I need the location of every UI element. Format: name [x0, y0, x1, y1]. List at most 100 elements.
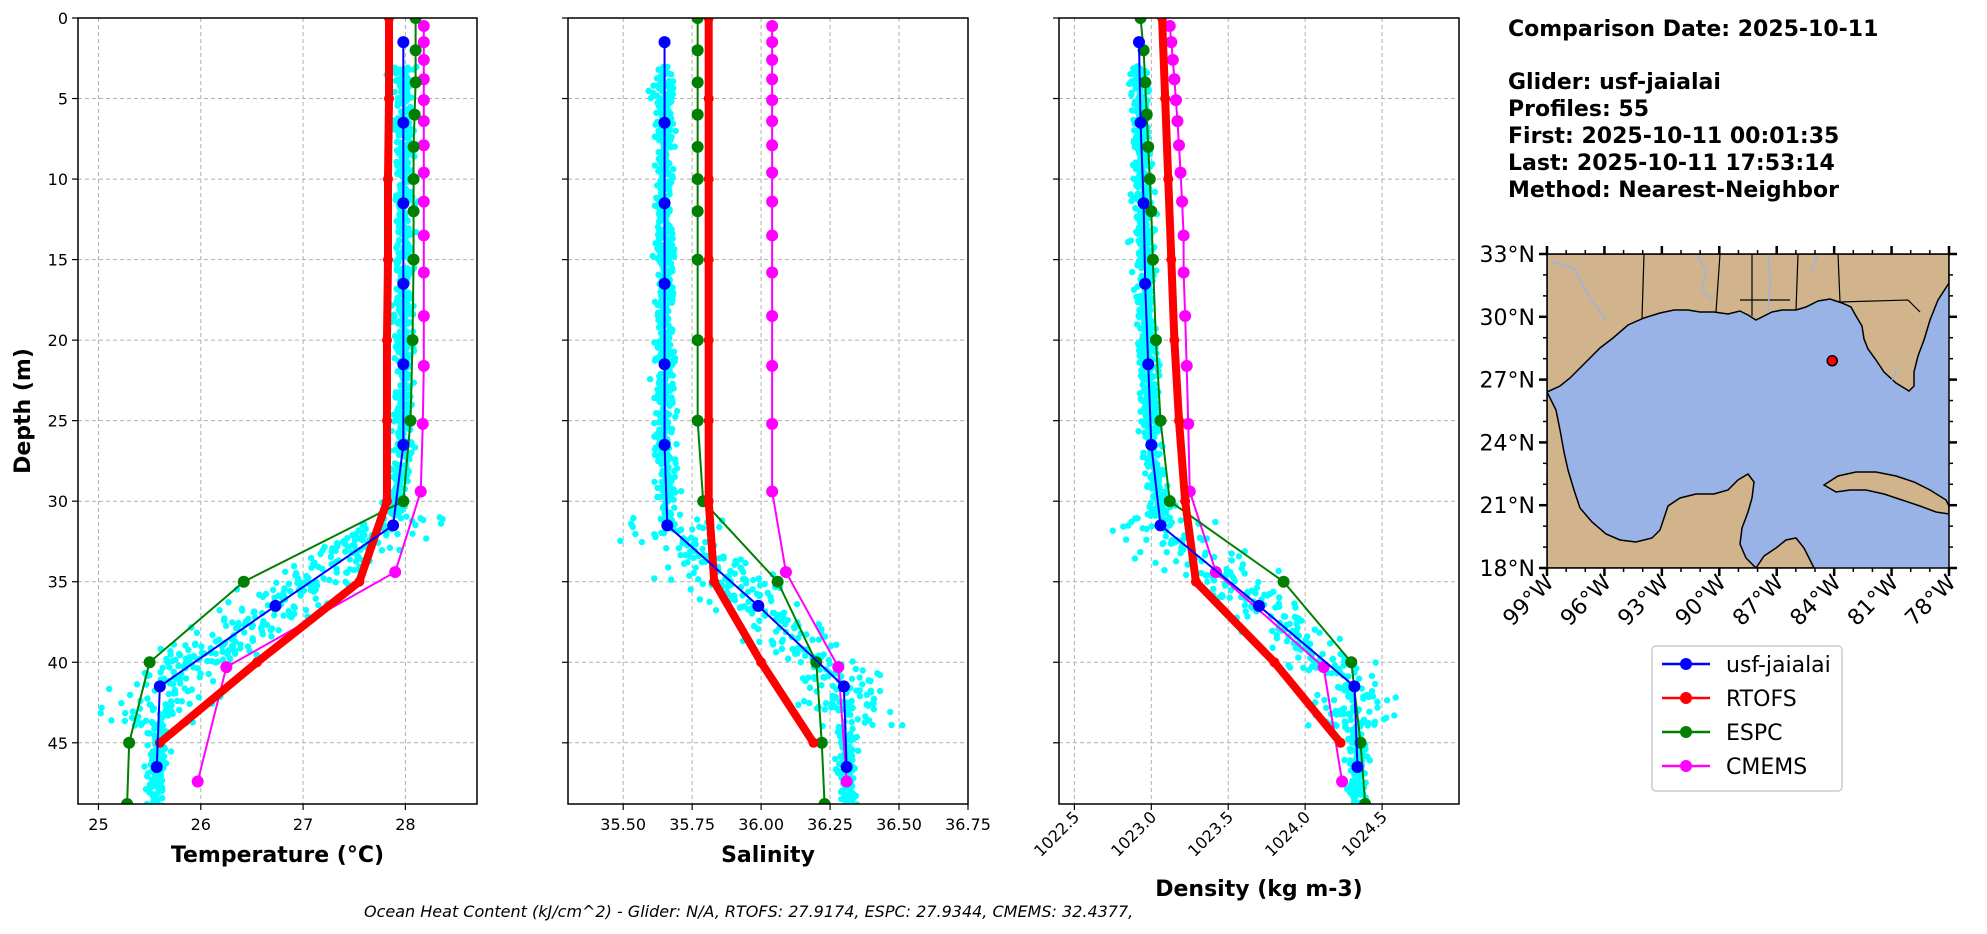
glider-obs-point	[664, 369, 672, 377]
series-cmems	[191, 20, 430, 788]
glider-obs-point	[1330, 696, 1338, 704]
series-point	[691, 108, 704, 121]
glider-obs-point	[291, 604, 298, 611]
x-tick-label: 36.00	[738, 815, 784, 834]
glider-obs-point	[1131, 555, 1139, 562]
glider-obs-point	[1364, 753, 1371, 760]
glider-obs-point	[121, 717, 129, 725]
series-point	[1160, 93, 1171, 104]
glider-obs-point	[1347, 712, 1354, 719]
series-line	[157, 18, 394, 746]
glider-obs-point	[143, 800, 150, 804]
glider-obs-point	[271, 612, 278, 619]
series-point	[406, 334, 419, 347]
glider-obs-point	[310, 560, 317, 567]
glider-obs-point	[167, 648, 174, 655]
glider-obs-point	[1182, 571, 1190, 579]
glider-obs-point	[654, 134, 661, 141]
glider-obs-point	[1133, 321, 1141, 328]
series-point	[220, 661, 233, 674]
glider-obs-point	[97, 710, 104, 717]
glider-obs-point	[869, 699, 877, 706]
glider-obs-point	[673, 440, 680, 448]
glider-obs-point	[393, 267, 401, 274]
glider-obs-point	[771, 609, 778, 617]
glider-obs-point	[126, 691, 134, 699]
series-point	[1145, 438, 1158, 451]
y-tick-label: 20	[48, 331, 68, 350]
glider-obs-point	[1239, 561, 1247, 568]
glider-obs-point	[1272, 604, 1279, 611]
glider-obs-point	[1168, 519, 1176, 526]
glider-obs-point	[815, 621, 822, 628]
glider-obs-point	[671, 358, 678, 365]
glider-obs-point	[732, 557, 739, 565]
glider-obs-point	[1374, 704, 1381, 711]
glider-obs-point	[1137, 219, 1144, 227]
glider-obs-point	[273, 579, 280, 586]
glider-obs-point	[118, 699, 125, 707]
glider-obs-point	[848, 697, 855, 705]
series-point	[409, 44, 422, 57]
glider-obs-point	[165, 690, 172, 698]
series-point	[409, 18, 422, 24]
profile-panel-2: 35.50 35.75 36.00 36.25 36.50 36.75 Salinity	[562, 17, 991, 868]
glider-obs-point	[654, 433, 661, 441]
glider-obs-point	[350, 566, 358, 574]
series-point	[840, 775, 853, 788]
series-point	[1359, 798, 1372, 804]
series-point	[1348, 680, 1361, 693]
glider-obs-point	[794, 650, 801, 657]
glider-obs-point	[784, 655, 792, 662]
legend-item: usf-jaialai	[1662, 653, 1831, 678]
series-point	[1169, 94, 1182, 107]
glider-obs-point	[745, 598, 752, 605]
glider-obs-point	[815, 636, 823, 643]
glider-obs-point	[1133, 182, 1140, 189]
glider-obs-point	[333, 565, 340, 573]
glider-obs-point	[646, 375, 654, 383]
glider-obs-point	[1134, 190, 1141, 197]
series-point	[397, 438, 410, 451]
glider-obs-point	[397, 399, 404, 406]
series-point	[269, 599, 282, 612]
glider-obs-point	[1120, 523, 1127, 530]
glider-obs-point	[1159, 504, 1167, 511]
glider-obs-point	[1295, 654, 1302, 661]
glider-obs-point	[407, 103, 414, 111]
glider-obs-point	[157, 669, 164, 676]
map-lon-label: 78°W	[1901, 570, 1962, 631]
grid	[568, 17, 969, 804]
glider-obs-point	[258, 627, 266, 635]
glider-obs-point	[1128, 197, 1135, 205]
glider-obs-point	[1133, 293, 1140, 300]
glider-obs-point	[665, 294, 672, 301]
glider-obs-point	[630, 514, 637, 522]
glider-obs-point	[1138, 300, 1146, 307]
series-point	[766, 94, 779, 107]
series-point	[703, 335, 714, 346]
glider-obs-point	[144, 695, 151, 702]
glider-obs-point	[1346, 745, 1354, 753]
glider-obs-point	[1144, 424, 1152, 431]
series-point	[397, 358, 410, 371]
glider-obs-point	[699, 545, 706, 553]
glider-obs-point	[1351, 787, 1358, 794]
glider-obs-point	[209, 677, 217, 685]
glider-obs-point	[1349, 792, 1356, 799]
glider-obs-point	[655, 101, 663, 108]
glider-obs-point	[1146, 455, 1154, 462]
glider-obs-point	[160, 675, 168, 682]
glider-obs-point	[794, 644, 802, 652]
glider-obs-point	[1300, 664, 1307, 672]
glider-obs-point	[286, 587, 294, 595]
glider-obs-point	[1139, 381, 1146, 389]
series-espc	[1134, 18, 1372, 804]
glider-obs-point	[176, 651, 184, 659]
series-espc	[691, 18, 831, 804]
glider-obs-point	[632, 530, 639, 538]
series-point	[766, 417, 779, 430]
location-map: 33°N30°N27°N24°N21°N18°N99°W96°W93°W90°W…	[1480, 243, 1962, 631]
series-point	[397, 36, 410, 49]
series-point	[191, 775, 204, 788]
